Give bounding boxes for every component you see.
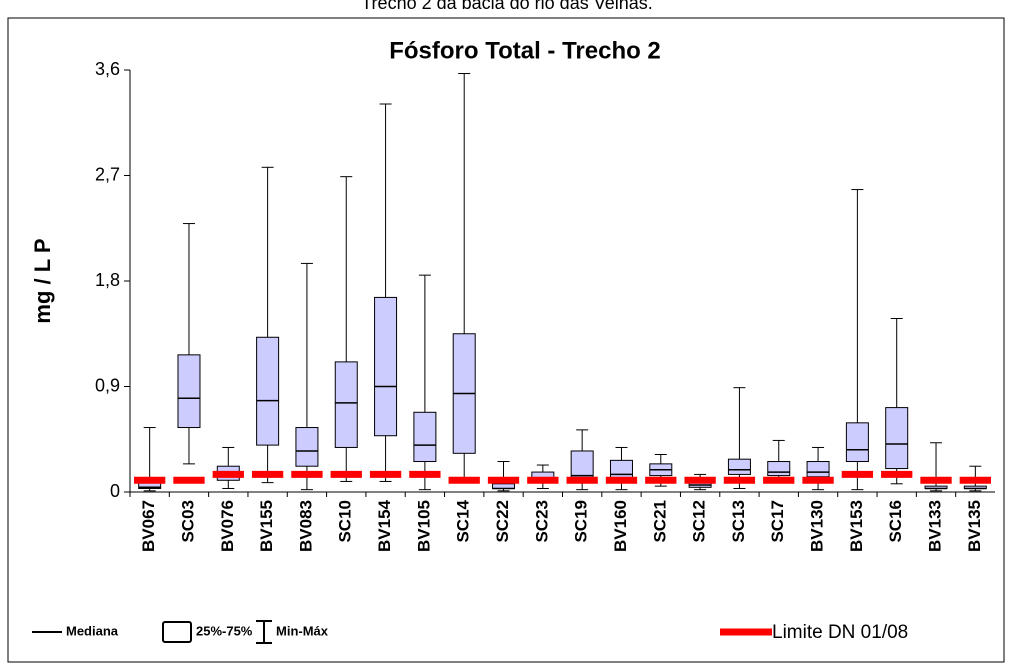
box: [767, 461, 791, 477]
legend-box: 25%-75%: [196, 623, 253, 638]
x-tick-label: BV155: [257, 500, 276, 552]
x-tick-label: SC13: [729, 500, 748, 543]
chart-frame: [7, 17, 1005, 663]
box: [885, 407, 909, 470]
box: [727, 458, 751, 475]
x-tick-label: BV154: [375, 499, 394, 552]
legend-range-icon: [256, 620, 272, 644]
box: [295, 427, 319, 467]
x-tick-label: SC12: [690, 500, 709, 543]
legend-range: Min-Máx: [276, 623, 329, 638]
x-tick-label: SC17: [768, 500, 787, 543]
box: [806, 461, 830, 478]
box: [413, 411, 437, 463]
x-tick-label: BV160: [611, 500, 630, 552]
x-tick-label: SC14: [454, 499, 473, 542]
legend-median: Mediana: [66, 623, 119, 638]
y-tick-label: 0: [110, 481, 120, 501]
x-tick-label: BV105: [414, 500, 433, 552]
x-tick-label: BV067: [139, 500, 158, 552]
x-tick-label: SC16: [886, 500, 905, 543]
caption: Trecho 2 da bacia do rio das Velhas.: [361, 0, 653, 13]
x-tick-label: BV135: [965, 500, 984, 552]
box: [256, 336, 280, 446]
x-tick-label: SC23: [532, 500, 551, 543]
y-tick-label: 3,6: [95, 59, 120, 79]
x-tick-label: BV133: [926, 500, 945, 552]
y-tick-label: 2,7: [95, 164, 120, 184]
box: [570, 450, 594, 479]
x-tick-label: SC19: [572, 500, 591, 543]
x-tick-label: SC22: [493, 500, 512, 543]
box: [334, 361, 358, 448]
y-tick-label: 0,9: [95, 375, 120, 395]
x-tick-label: BV130: [808, 500, 827, 552]
x-tick-label: BV076: [218, 500, 237, 552]
chart-title: Fósforo Total - Trecho 2: [389, 37, 661, 64]
legend: Mediana 25%-75% Min-Máx Limite DN 01/08: [32, 620, 908, 644]
box: [374, 296, 398, 437]
x-tick-label: SC10: [336, 500, 355, 543]
y-tick-label: 1,8: [95, 270, 120, 290]
box: [177, 354, 201, 429]
x-tick-label: BV083: [296, 500, 315, 552]
x-tick-label: SC03: [178, 500, 197, 543]
y-axis-label: mg / L P: [30, 238, 55, 323]
x-tick-label: SC21: [650, 500, 669, 543]
box: [845, 422, 869, 463]
legend-limit: Limite DN 01/08: [772, 622, 908, 643]
legend-box-icon: [162, 621, 192, 643]
x-tick-label: BV153: [847, 500, 866, 552]
